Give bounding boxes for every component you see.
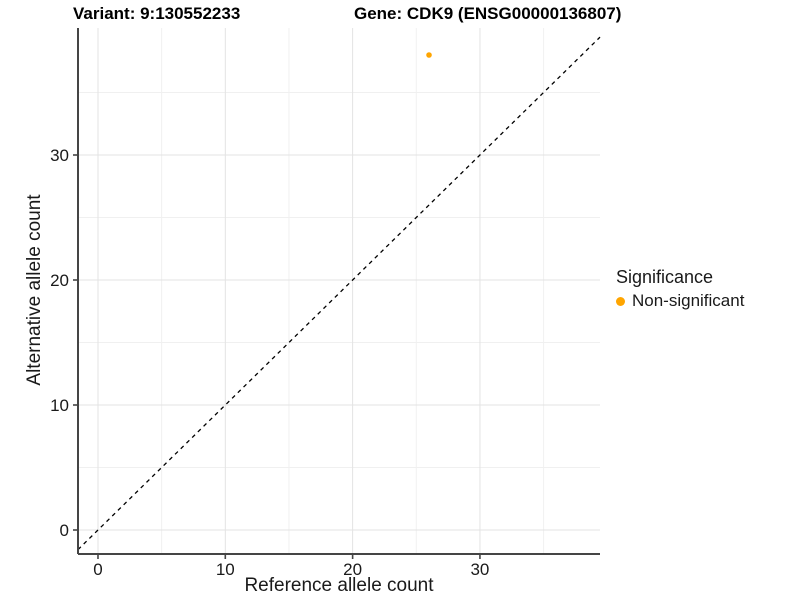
x-tick-label: 30 bbox=[470, 560, 489, 579]
x-tick-label: 0 bbox=[93, 560, 102, 579]
plot-title-variant: Variant: 9:130552233 bbox=[73, 4, 241, 23]
x-tick-label: 10 bbox=[216, 560, 235, 579]
legend-item-non-significant: Non-significant bbox=[616, 291, 744, 311]
y-tick-label: 0 bbox=[60, 521, 69, 540]
y-tick-label: 10 bbox=[50, 396, 69, 415]
x-axis-title: Reference allele count bbox=[244, 575, 434, 596]
data-point bbox=[426, 52, 432, 58]
y-tick-label: 30 bbox=[50, 146, 69, 165]
y-tick-label: 20 bbox=[50, 271, 69, 290]
y-axis-title: Alternative allele count bbox=[24, 194, 45, 386]
x-tick-label: 20 bbox=[343, 560, 362, 579]
legend-point-icon bbox=[616, 296, 625, 306]
plot-title-gene: Gene: CDK9 (ENSG00000136807) bbox=[354, 4, 622, 23]
legend-item-label: Non-significant bbox=[632, 291, 745, 310]
legend-title: Significance bbox=[616, 267, 714, 287]
identity-dashed-line bbox=[77, 36, 601, 551]
legend: Significance Non-significant bbox=[616, 267, 744, 311]
